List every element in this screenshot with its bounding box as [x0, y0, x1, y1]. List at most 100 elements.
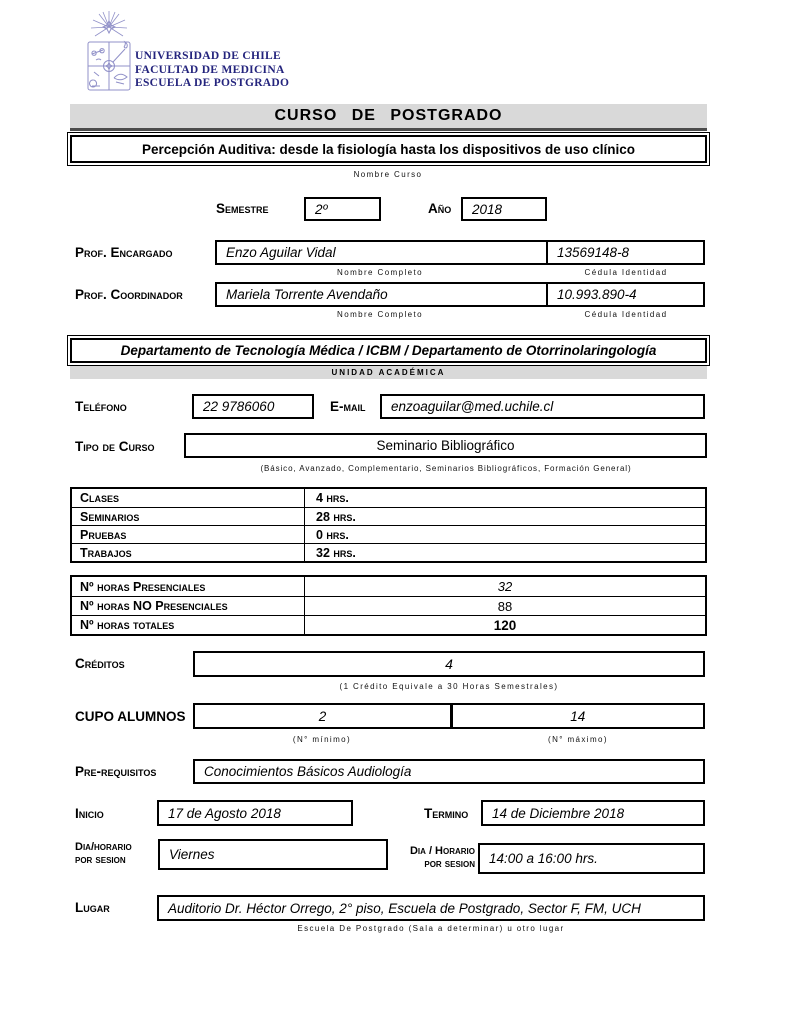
prof-coordinador-id: 10.993.890-4	[557, 287, 637, 302]
field-divider	[545, 284, 548, 305]
academic-unit-value: Departamento de Tecnología Médica / ICBM…	[120, 343, 657, 358]
table-row: Nº horas totales 120	[72, 615, 705, 634]
row-value-cell: 32	[305, 577, 705, 596]
semester-value: 2º	[315, 201, 328, 217]
course-type-field: Seminario Bibliográfico	[184, 433, 707, 458]
row-value-cell: 0 hrs.	[305, 526, 705, 543]
field-divider	[545, 242, 548, 263]
prof-encargado-id: 13569148-8	[557, 245, 630, 260]
prof-coordinador-name-field: Mariela Torrente Avendaño	[217, 284, 546, 305]
end-date-label: Termino	[424, 806, 469, 821]
row-value: 32 hrs.	[316, 545, 356, 560]
row-label-cell: Nº horas Presenciales	[72, 577, 305, 596]
id-caption: Cédula Identidad	[584, 268, 668, 277]
prof-encargado-fields: Enzo Aguilar Vidal 13569148-8	[215, 240, 705, 265]
session-day-label: Dia/horario por sesion	[75, 841, 132, 867]
end-date-field: 14 de Diciembre 2018	[481, 800, 705, 826]
year-value: 2018	[472, 201, 503, 217]
id-caption: Cédula Identidad	[584, 310, 668, 319]
prerequisites-value: Conocimientos Básicos Audiología	[204, 764, 412, 779]
row-value: 28 hrs.	[316, 509, 356, 524]
row-label: Nº horas Presenciales	[80, 579, 206, 594]
start-date-label: Inicio	[75, 806, 104, 821]
course-name-caption: Nombre Curso	[353, 170, 423, 179]
row-value: 88	[497, 598, 513, 614]
prof-coordinador-label: Prof. Coordinador	[75, 287, 183, 302]
semester-label: Semestre	[216, 201, 269, 216]
table-row: Trabajos 32 hrs.	[72, 543, 705, 561]
row-label-cell: Clases	[72, 489, 305, 507]
row-label-cell: Trabajos	[72, 544, 305, 561]
session-day-label-line2: por sesion	[75, 854, 126, 866]
table-row: Pruebas 0 hrs.	[72, 525, 705, 543]
place-label: Lugar	[75, 900, 110, 915]
row-label-cell: Seminarios	[72, 508, 305, 525]
totals-table: Nº horas Presenciales 32 Nº horas NO Pre…	[70, 575, 707, 636]
year-field: 2018	[461, 197, 547, 221]
quota-min-field: 2	[195, 705, 450, 727]
row-label: Clases	[80, 491, 120, 505]
start-date-value: 17 de Agosto 2018	[168, 805, 281, 821]
prerequisites-field: Conocimientos Básicos Audiología	[193, 759, 705, 784]
quota-max-field: 14	[453, 705, 704, 727]
student-quota-fields: 2 14	[193, 703, 705, 729]
school-name: ESCUELA DE POSTGRADO	[135, 77, 290, 89]
prof-coordinador-name: Mariela Torrente Avendaño	[226, 287, 388, 302]
session-time-label-line2: por sesion	[424, 858, 475, 870]
name-caption: Nombre Completo	[337, 310, 423, 319]
course-type-value: Seminario Bibliográfico	[376, 438, 515, 453]
table-row: Clases 4 hrs.	[72, 489, 705, 507]
hours-table: Clases 4 hrs. Seminarios 28 hrs. Pruebas…	[70, 487, 707, 563]
row-value: 120	[493, 617, 517, 633]
session-time-field: 14:00 a 16:00 hrs.	[478, 843, 705, 874]
prof-coordinador-fields: Mariela Torrente Avendaño 10.993.890-4	[215, 282, 705, 307]
row-value-cell: 28 hrs.	[305, 508, 705, 525]
end-date-value: 14 de Diciembre 2018	[492, 805, 625, 821]
row-value-cell: 88	[305, 597, 705, 615]
row-label: Nº horas totales	[80, 618, 175, 632]
row-label: Seminarios	[80, 509, 140, 524]
row-label-cell: Pruebas	[72, 526, 305, 543]
university-crest-icon	[78, 10, 142, 98]
course-type-label: Tipo de Curso	[75, 439, 155, 454]
academic-unit-strip: UNIDAD ACADÉMICA	[70, 366, 707, 379]
table-row: Nº horas NO Presenciales 88	[72, 596, 705, 615]
email-label: E-mail	[330, 399, 366, 414]
prof-encargado-label: Prof. Encargado	[75, 245, 173, 260]
credits-label: Créditos	[75, 656, 125, 671]
course-name: Percepción Auditiva: desde la fisiología…	[141, 141, 636, 157]
prof-encargado-name-field: Enzo Aguilar Vidal	[217, 242, 546, 263]
semester-field: 2º	[304, 197, 381, 221]
prof-coordinador-id-field: 10.993.890-4	[548, 284, 703, 305]
start-date-field: 17 de Agosto 2018	[157, 800, 353, 826]
row-label-cell: Nº horas totales	[72, 616, 305, 634]
form-title: CURSO DE POSTGRADO	[274, 107, 503, 124]
name-caption: Nombre Completo	[337, 268, 423, 277]
phone-field: 22 9786060	[192, 394, 314, 419]
quota-min-caption: (N° mínimo)	[292, 735, 352, 744]
academic-unit-caption: UNIDAD ACADÉMICA	[331, 368, 446, 377]
university-name: UNIVERSIDAD DE CHILE	[135, 50, 281, 62]
session-time-value: 14:00 a 16:00 hrs.	[489, 851, 598, 866]
row-value: 4 hrs.	[316, 491, 349, 505]
table-row: Nº horas Presenciales 32	[72, 577, 705, 596]
row-label: Trabajos	[80, 545, 132, 560]
form-title-bar: CURSO DE POSTGRADO	[70, 104, 707, 131]
place-field: Auditorio Dr. Héctor Orrego, 2° piso, Es…	[157, 895, 705, 921]
email-value: enzoaguilar@med.uchile.cl	[391, 399, 554, 414]
email-field: enzoaguilar@med.uchile.cl	[380, 394, 705, 419]
credits-caption: (1 Crédito Equivale a 30 Horas Semestral…	[339, 682, 559, 691]
row-label: Nº horas NO Presenciales	[80, 599, 228, 613]
credits-field: 4	[193, 651, 705, 677]
student-quota-label: CUPO ALUMNOS	[75, 709, 186, 724]
row-value-cell: 32 hrs.	[305, 544, 705, 561]
year-label: Año	[428, 201, 452, 216]
quota-max-caption: (N° máximo)	[548, 735, 608, 744]
course-name-box: Percepción Auditiva: desde la fisiología…	[70, 135, 707, 163]
row-value-cell: 4 hrs.	[305, 489, 705, 507]
field-divider	[450, 705, 453, 727]
row-value-cell: 120	[305, 616, 705, 634]
session-time-label: Dia / Horario por sesion	[390, 845, 475, 871]
university-header: UNIVERSIDAD DE CHILE FACULTAD DE MEDICIN…	[135, 50, 289, 91]
